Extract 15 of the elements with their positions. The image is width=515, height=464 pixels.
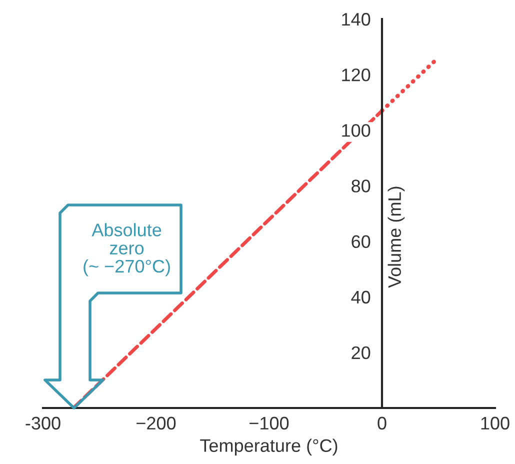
x-tick-label: −100 (250, 416, 289, 430)
y-tick-label: 140 (342, 12, 370, 26)
y-tick-label: 120 (342, 68, 370, 82)
y-axis-title: Volume (mL) (388, 186, 405, 288)
y-tick-label: 60 (352, 235, 370, 248)
x-tick-label: 100 (481, 416, 510, 430)
y-tick-label: 40 (351, 290, 370, 304)
y-tick-label: 20 (352, 346, 370, 360)
x-axis-title: Temperature (°C) (200, 438, 338, 456)
x-tick-label: -300 (26, 416, 60, 430)
annotation: Absolute zero (~ −270°C) (84, 223, 170, 276)
x-tick-label: 0 (378, 416, 386, 430)
y-tick-label: 80 (352, 180, 370, 192)
x-tick-label: −200 (136, 416, 176, 430)
y-tick-label: 100 (342, 124, 370, 137)
